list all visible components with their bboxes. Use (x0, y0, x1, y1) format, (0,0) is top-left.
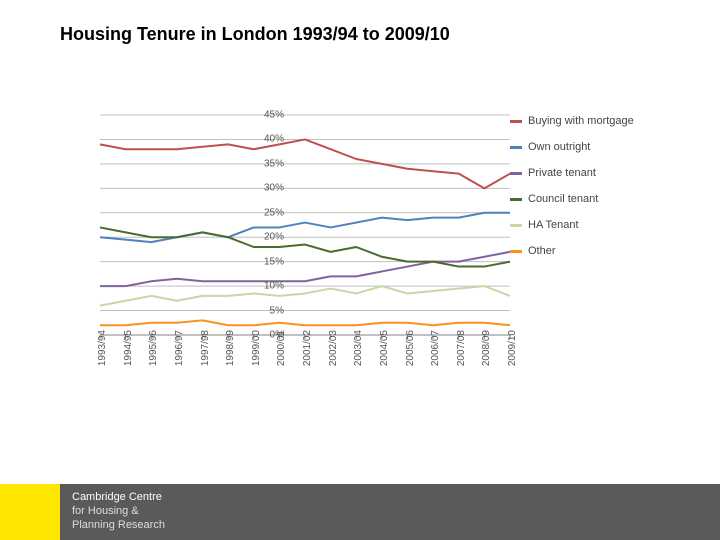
legend-label: HA Tenant (528, 219, 579, 231)
x-tick-label: 2009/10 (507, 330, 518, 390)
series-line (100, 252, 510, 286)
legend-item: Buying with mortgage (510, 115, 660, 127)
x-tick-label: 1997/98 (200, 330, 211, 390)
footer-text: Cambridge Centre for Housing & Planning … (72, 490, 165, 532)
legend-swatch (510, 146, 522, 149)
plot-region (100, 115, 510, 335)
x-tick-label: 2001/02 (302, 330, 313, 390)
footer-line1: Cambridge Centre (72, 491, 162, 503)
x-tick-label: 1996/97 (174, 330, 185, 390)
y-tick-label: 10% (254, 281, 284, 292)
y-tick-label: 0% (254, 330, 284, 341)
y-tick-label: 45% (254, 110, 284, 121)
legend-item: Private tenant (510, 167, 660, 179)
footer-line2: for Housing & (72, 505, 139, 517)
legend-item: Council tenant (510, 193, 660, 205)
x-tick-label: 1993/94 (97, 330, 108, 390)
footer-line3: Planning Research (72, 519, 165, 531)
y-tick-label: 20% (254, 232, 284, 243)
legend-item: HA Tenant (510, 219, 660, 231)
slide: Housing Tenure in London 1993/94 to 2009… (0, 0, 720, 540)
legend-swatch (510, 120, 522, 123)
y-tick-label: 25% (254, 207, 284, 218)
legend-item: Own outright (510, 141, 660, 153)
x-tick-label: 2007/08 (456, 330, 467, 390)
legend-item: Other (510, 245, 660, 257)
line-plot-svg (100, 115, 510, 335)
x-tick-label: 1994/95 (123, 330, 134, 390)
x-tick-label: 2003/04 (353, 330, 364, 390)
legend-swatch (510, 224, 522, 227)
series-line (100, 320, 510, 325)
legend-swatch (510, 198, 522, 201)
x-axis: 1993/941994/951995/961996/971997/981998/… (100, 340, 510, 400)
chart: 1993/94 1994/95 1995/96 1996/97 1997/98 1998/… (60, 115, 660, 405)
y-tick-label: 15% (254, 256, 284, 267)
legend-label: Council tenant (528, 193, 598, 205)
legend-label: Own outright (528, 141, 590, 153)
x-tick-label: 2002/03 (328, 330, 339, 390)
x-tick-label: 2004/05 (379, 330, 390, 390)
footer: Cambridge Centre for Housing & Planning … (0, 484, 720, 540)
chart-title: Housing Tenure in London 1993/94 to 2009… (60, 24, 450, 45)
legend-swatch (510, 172, 522, 175)
series-line (100, 286, 510, 306)
legend-label: Other (528, 245, 556, 257)
footer-accent (0, 484, 60, 540)
legend-swatch (510, 250, 522, 253)
y-tick-label: 5% (254, 305, 284, 316)
y-tick-label: 35% (254, 158, 284, 169)
y-tick-label: 40% (254, 134, 284, 145)
y-tick-label: 30% (254, 183, 284, 194)
legend-label: Private tenant (528, 167, 596, 179)
x-tick-label: 1998/99 (225, 330, 236, 390)
x-tick-label: 2006/07 (430, 330, 441, 390)
legend: Buying with mortgage Own outright Private … (510, 115, 660, 335)
x-tick-label: 2008/09 (481, 330, 492, 390)
x-tick-label: 2005/06 (405, 330, 416, 390)
x-tick-label: 1995/96 (148, 330, 159, 390)
legend-label: Buying with mortgage (528, 115, 634, 127)
